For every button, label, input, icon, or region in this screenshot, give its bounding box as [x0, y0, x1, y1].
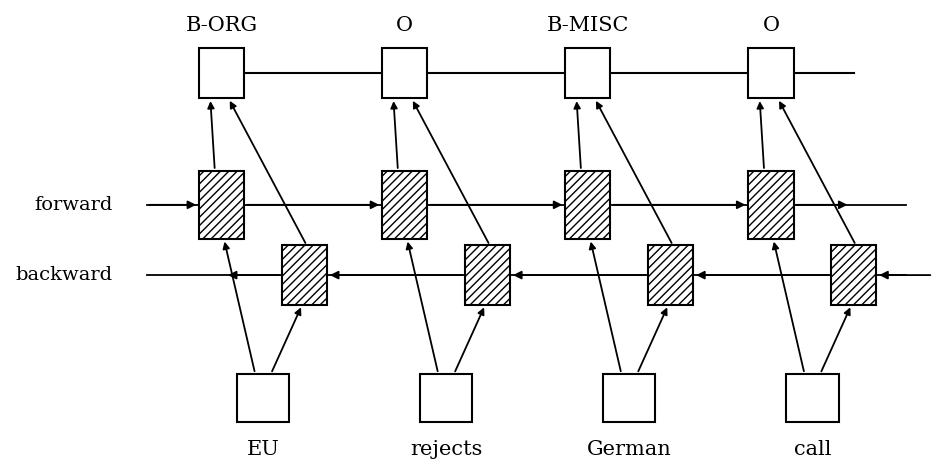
FancyBboxPatch shape	[281, 245, 327, 305]
Text: rejects: rejects	[410, 440, 483, 459]
FancyBboxPatch shape	[420, 374, 473, 422]
Text: EU: EU	[247, 440, 280, 459]
FancyBboxPatch shape	[382, 48, 428, 98]
FancyBboxPatch shape	[565, 48, 610, 98]
FancyBboxPatch shape	[787, 374, 839, 422]
Text: forward: forward	[34, 196, 113, 214]
FancyBboxPatch shape	[748, 48, 794, 98]
FancyBboxPatch shape	[748, 171, 794, 239]
Text: backward: backward	[16, 266, 113, 284]
FancyBboxPatch shape	[237, 374, 289, 422]
Text: call: call	[794, 440, 831, 459]
FancyBboxPatch shape	[603, 374, 655, 422]
FancyBboxPatch shape	[199, 171, 244, 239]
FancyBboxPatch shape	[382, 171, 428, 239]
FancyBboxPatch shape	[648, 245, 693, 305]
FancyBboxPatch shape	[465, 245, 510, 305]
Text: O: O	[762, 16, 779, 35]
FancyBboxPatch shape	[565, 171, 610, 239]
Text: B-MISC: B-MISC	[547, 16, 629, 35]
FancyBboxPatch shape	[831, 245, 876, 305]
Text: B-ORG: B-ORG	[185, 16, 257, 35]
FancyBboxPatch shape	[199, 48, 244, 98]
Text: O: O	[396, 16, 413, 35]
Text: German: German	[587, 440, 672, 459]
